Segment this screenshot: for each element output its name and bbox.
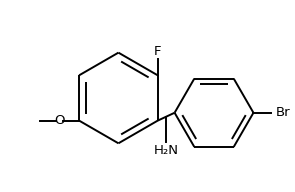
Text: Br: Br xyxy=(276,106,290,119)
Text: O: O xyxy=(54,114,65,127)
Text: F: F xyxy=(154,45,161,58)
Text: H₂N: H₂N xyxy=(154,144,179,157)
